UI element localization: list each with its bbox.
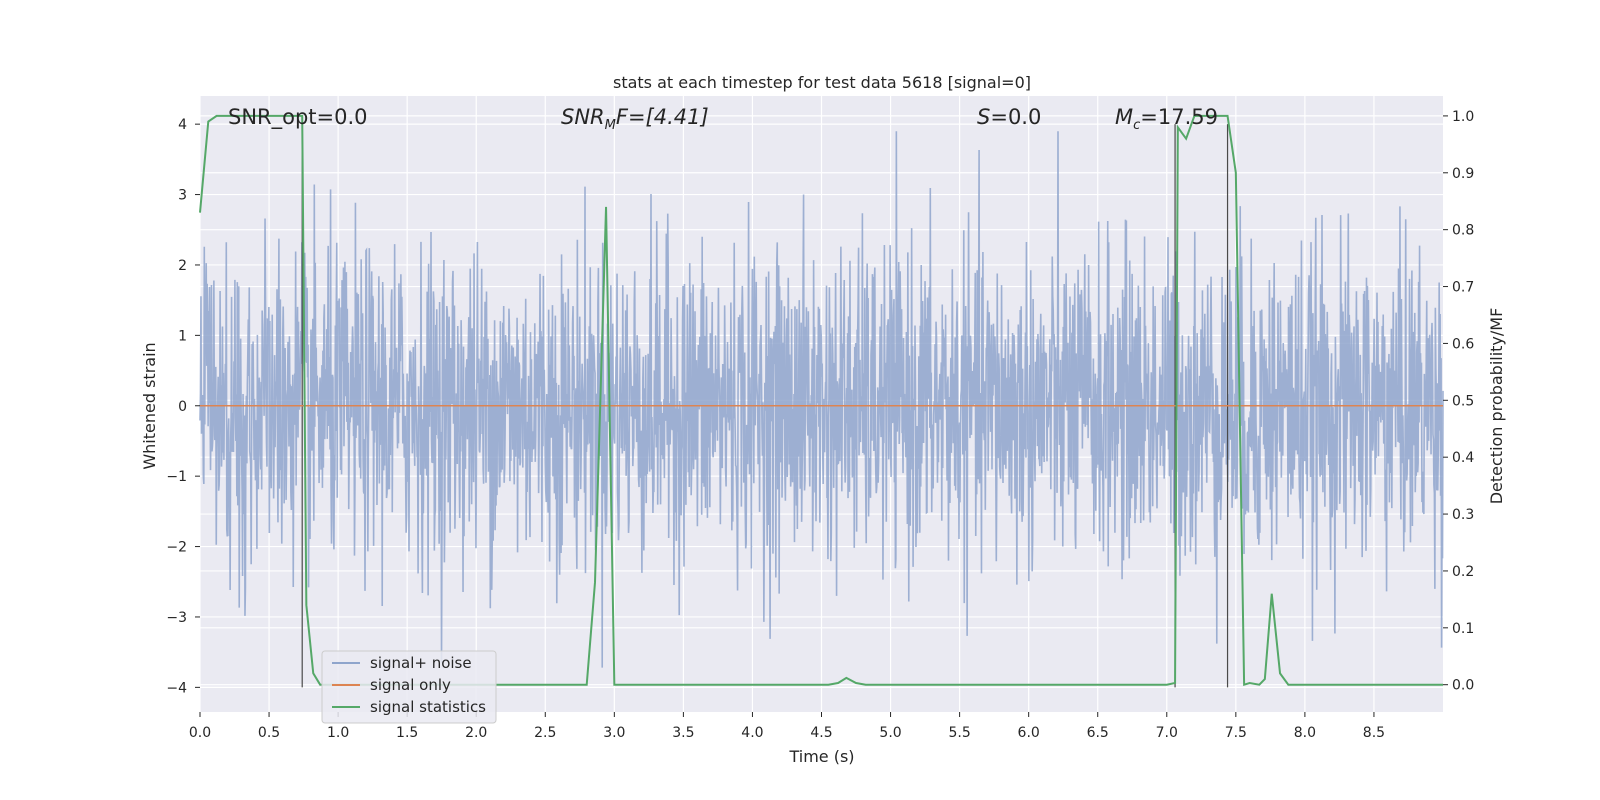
y-right-tick-label: 1.0 bbox=[1452, 109, 1474, 125]
y-right-tick-label: 0.2 bbox=[1452, 564, 1474, 580]
mc-annotation: Mc=17.59 bbox=[1115, 105, 1218, 133]
x-tick-label: 7.5 bbox=[1225, 725, 1247, 741]
y-right-tick-label: 0.3 bbox=[1452, 507, 1474, 523]
x-axis-ticks: 0.0 0.5 1.0 1.5 2.0 2.5 3.0 3.5 4.0 4.5 5.0 5.5 6.0 6… bbox=[189, 712, 1385, 741]
x-tick-label: 5.0 bbox=[879, 725, 901, 741]
legend-box bbox=[321, 650, 497, 724]
x-tick-label: 3.0 bbox=[603, 725, 625, 741]
legend-label-signal-statistics: signal statistics bbox=[370, 698, 486, 716]
signal-statistics-series bbox=[199, 114, 1443, 687]
left-y-axis-title: Whitened strain bbox=[140, 342, 159, 469]
s-annotation: S=0.0 bbox=[977, 105, 1041, 129]
signal-plus-noise-series bbox=[199, 131, 1444, 668]
y-right-tick-label: 0.1 bbox=[1452, 621, 1474, 637]
right-y-axis-ticks: 0.0 0.1 0.2 0.3 0.4 0.5 0.6 0.7 0.8 0.9 1.0 bbox=[1443, 109, 1474, 694]
x-tick-label: 2.0 bbox=[465, 725, 487, 741]
x-tick-label: 6.0 bbox=[1018, 725, 1040, 741]
x-axis-title: Time (s) bbox=[788, 747, 854, 766]
y-left-tick-label: −1 bbox=[166, 469, 187, 485]
x-tick-label: 4.0 bbox=[741, 725, 763, 741]
right-y-axis-title: Detection probability/MF bbox=[1487, 308, 1506, 505]
y-right-tick-label: 0.5 bbox=[1452, 393, 1474, 409]
y-left-tick-label: 0 bbox=[178, 399, 187, 415]
y-left-tick-label: 3 bbox=[178, 188, 187, 204]
x-tick-label: 4.5 bbox=[810, 725, 832, 741]
legend-label-signal-only: signal only bbox=[370, 676, 451, 694]
legend-label-signal-noise: signal+ noise bbox=[370, 654, 472, 672]
y-left-tick-label: 2 bbox=[178, 258, 187, 274]
y-right-tick-label: 0.9 bbox=[1452, 166, 1474, 182]
x-tick-label: 0.0 bbox=[189, 725, 211, 741]
signal-plus-noise-line bbox=[199, 131, 1444, 668]
chart-title: stats at each timestep for test data 561… bbox=[613, 73, 1031, 92]
y-right-tick-label: 0.0 bbox=[1452, 678, 1474, 694]
x-tick-label: 8.5 bbox=[1363, 725, 1385, 741]
x-tick-label: 5.5 bbox=[948, 725, 970, 741]
y-right-tick-label: 0.6 bbox=[1452, 336, 1474, 352]
snr-mf-annotation: SNRMF=[4.41] bbox=[561, 105, 709, 133]
x-tick-label: 1.5 bbox=[396, 725, 418, 741]
snr-opt-annotation: SNR_opt=0.0 bbox=[228, 105, 368, 130]
y-left-tick-label: −4 bbox=[166, 680, 187, 696]
y-left-tick-label: 4 bbox=[178, 117, 187, 133]
signal-statistics-line bbox=[199, 114, 1443, 687]
x-tick-label: 8.0 bbox=[1294, 725, 1316, 741]
x-tick-label: 6.5 bbox=[1087, 725, 1109, 741]
x-tick-label: 2.5 bbox=[534, 725, 556, 741]
y-left-tick-label: −3 bbox=[166, 610, 187, 626]
legend: signal+ noise signal only signal statist… bbox=[321, 650, 497, 724]
y-right-tick-label: 0.8 bbox=[1452, 223, 1474, 239]
y-left-tick-label: 1 bbox=[178, 328, 187, 344]
y-left-tick-label: −2 bbox=[166, 540, 187, 556]
y-right-tick-label: 0.7 bbox=[1452, 280, 1474, 296]
x-tick-label: 7.0 bbox=[1156, 725, 1178, 741]
x-tick-label: 0.5 bbox=[258, 725, 280, 741]
x-tick-label: 1.0 bbox=[327, 725, 349, 741]
left-y-axis-ticks: −4 −3 −2 −1 0 1 2 3 4 bbox=[166, 117, 200, 696]
y-right-tick-label: 0.4 bbox=[1452, 450, 1474, 466]
x-tick-label: 3.5 bbox=[672, 725, 694, 741]
